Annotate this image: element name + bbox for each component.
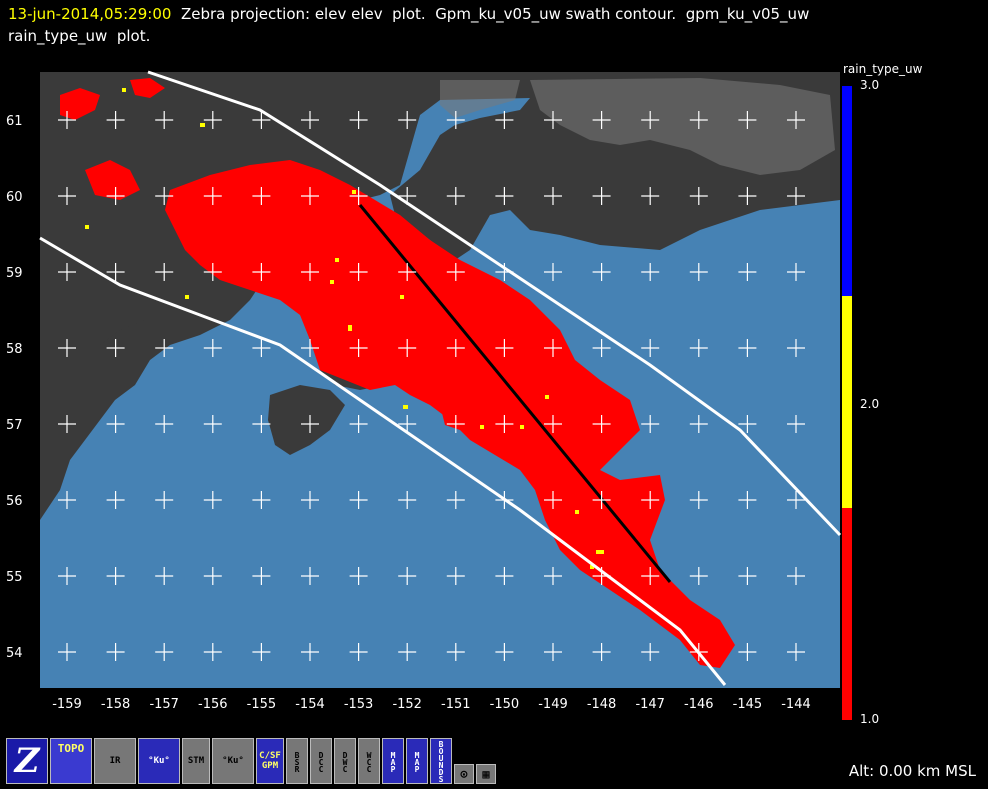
topo-highlights <box>440 78 835 175</box>
map-secondary-button[interactable]: MAP <box>406 738 428 784</box>
x-axis-label: -154 <box>295 697 325 712</box>
y-axis-label: 55 <box>6 570 23 585</box>
plot-title-line2: rain_type_uw plot. <box>8 27 151 45</box>
x-axis-label: -159 <box>52 697 82 712</box>
y-axis-label: 58 <box>6 342 23 357</box>
grid-crosses <box>58 111 805 661</box>
colorbar-segment-mid <box>842 296 852 508</box>
colorbar-segment-low <box>842 508 852 720</box>
bounds-button[interactable]: BOUNDS <box>430 738 452 784</box>
x-axis-label: -146 <box>684 697 714 712</box>
map-button[interactable]: MAP <box>382 738 404 784</box>
x-axis-label: -148 <box>587 697 617 712</box>
ku-button[interactable]: °Ku° <box>138 738 180 784</box>
swath-boundary-south <box>39 236 727 686</box>
x-axis-labels: -159 -158 -157 -156 -155 -154 -153 -152 -151 -150… <box>52 697 811 712</box>
x-axis-label: -149 <box>538 697 568 712</box>
colorbar-tick-3: 3.0 <box>860 78 880 92</box>
dwc-button[interactable]: DWC <box>334 738 356 784</box>
bsr-button[interactable]: BSR <box>286 738 308 784</box>
ir-satellite-button[interactable]: IR <box>94 738 136 784</box>
x-axis-label: -147 <box>635 697 665 712</box>
x-axis-label: -155 <box>247 697 277 712</box>
colorbar-tick-2: 2.0 <box>860 397 880 411</box>
colorbar-segment-high <box>842 86 852 296</box>
plot-title: 13-jun-2014,05:29:00 Zebra projection: e… <box>8 3 809 47</box>
y-axis-label: 56 <box>6 494 23 509</box>
altitude-readout: Alt: 0.00 km MSL <box>848 762 976 780</box>
x-axis-label: -145 <box>733 697 763 712</box>
ku-secondary-button[interactable]: °Ku° <box>212 738 254 784</box>
dcc-button[interactable]: DCC <box>310 738 332 784</box>
stm-button[interactable]: STM <box>182 738 210 784</box>
y-axis-labels: 61 60 59 58 57 56 55 54 <box>6 114 23 661</box>
csf-gpm-button[interactable]: C/SF GPM <box>256 738 284 784</box>
y-axis-label: 59 <box>6 266 23 281</box>
y-axis-label: 57 <box>6 418 23 433</box>
x-axis-label: -158 <box>101 697 131 712</box>
toolbar: Z TOPO IR °Ku° STM °Ku° C/SF GPM BSR DCC… <box>6 738 496 786</box>
circle-icon[interactable]: ⊙ <box>454 764 474 784</box>
rain-convective <box>85 88 604 569</box>
rain-stratiform <box>60 78 735 668</box>
x-axis-label: -152 <box>392 697 422 712</box>
x-axis-label: -156 <box>198 697 228 712</box>
y-axis-label: 60 <box>6 190 23 205</box>
satellite-track <box>358 204 672 583</box>
plot-timestamp: 13-jun-2014,05:29:00 <box>8 5 172 23</box>
plot-title-line1: Zebra projection: elev elev plot. Gpm_ku… <box>171 5 810 23</box>
topo-button[interactable]: TOPO <box>50 738 92 784</box>
x-axis-label: -144 <box>781 697 811 712</box>
x-axis-label: -150 <box>490 697 520 712</box>
x-axis-label: -157 <box>149 697 179 712</box>
zebra-logo-button[interactable]: Z <box>6 738 48 784</box>
x-axis-label: -151 <box>441 697 471 712</box>
colorbar-title: rain_type_uw <box>843 62 923 76</box>
y-axis-label: 61 <box>6 114 23 129</box>
y-axis-label: 54 <box>6 646 23 661</box>
colorbar-tick-1: 1.0 <box>860 712 880 726</box>
grid-icon[interactable]: ▦ <box>476 764 496 784</box>
swath-boundary-north <box>147 70 842 537</box>
x-axis-label: -153 <box>344 697 374 712</box>
wcc-button[interactable]: WCC <box>358 738 380 784</box>
